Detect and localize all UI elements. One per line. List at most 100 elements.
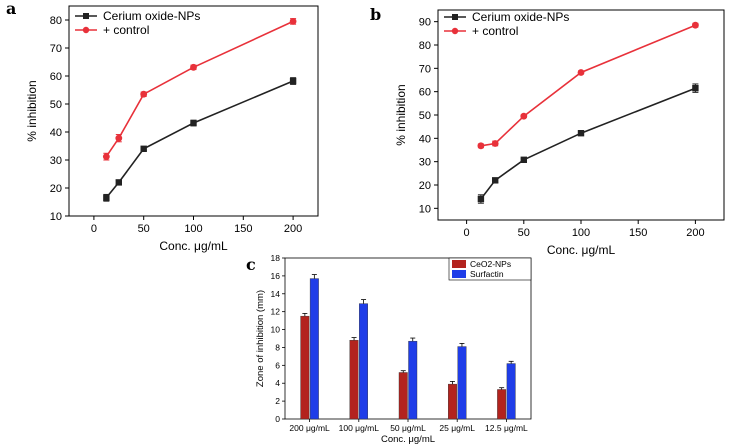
chart-a-x-tick-label-0: 0 xyxy=(91,223,97,235)
chart-b-y-tick-label-1: 20 xyxy=(419,180,431,192)
chart-b-y-axis-label: % inhibition xyxy=(394,84,408,145)
chart-c-legend-label-1: Surfactin xyxy=(470,269,504,279)
chart-c-y-tick-label-6: 12 xyxy=(271,307,281,317)
chart-b-y-tick-label-7: 80 xyxy=(419,40,431,52)
chart-c: 0 2 4 6 8 10 12 14 16 18 200 μg/mL 100 μg/mL 50 μg/m… xyxy=(255,253,532,444)
chart-b-y-tick-label-3: 40 xyxy=(419,133,431,145)
chart-c-y-tick-label-5: 10 xyxy=(271,325,281,335)
chart-a-series-0-line xyxy=(105,80,294,199)
chart-b-legend-marker-0 xyxy=(452,14,458,20)
chart-a-y-tick-label-7: 80 xyxy=(50,15,62,27)
chart-a-legend-marker-0 xyxy=(83,13,89,19)
chart-b-x-tick-label-4: 200 xyxy=(686,227,704,239)
chart-a-y-tick-label-0: 10 xyxy=(50,211,62,223)
chart-a: 0 50 100 150 200 10 20 30 40 50 60 70 80 Conc. μg/mL%… xyxy=(25,5,319,253)
chart-b-x-axis-label: Conc. μg/mL xyxy=(547,243,616,257)
chart-c-y-tick-label-9: 18 xyxy=(271,253,281,263)
chart-b-legend-label-0: Cerium oxide-NPs xyxy=(472,10,569,24)
chart-b: 0 50 100 150 200 10 20 30 40 50 60 70 80 90 Conc. μg/m… xyxy=(394,9,725,257)
chart-c-series-1-bar-0 xyxy=(309,278,319,420)
chart-c-y-tick-label-7: 14 xyxy=(271,289,281,299)
chart-c-y-tick-label-0: 0 xyxy=(275,414,280,424)
chart-b-y-tick-label-0: 10 xyxy=(419,203,431,215)
chart-a-series-1-point-1 xyxy=(115,134,123,142)
chart-a-series-0-point-0 xyxy=(103,194,110,201)
chart-a-series-0-point-2 xyxy=(140,145,147,152)
panel-letter-a: a xyxy=(6,0,16,18)
chart-b-series-1-point-4 xyxy=(692,21,699,29)
chart-c-series-1-bar-4 xyxy=(506,363,516,420)
chart-b-series-1-point-1 xyxy=(491,140,499,147)
chart-a-legend-marker-1 xyxy=(82,26,90,34)
chart-c-x-tick-label-4: 12.5 μg/mL xyxy=(485,423,528,433)
chart-a-legend-label-0: Cerium oxide-NPs xyxy=(103,9,200,23)
chart-c-series-0-bar-3 xyxy=(448,383,457,420)
chart-b-y-tick-label-8: 90 xyxy=(419,17,431,29)
chart-a-x-axis-label: Conc. μg/mL xyxy=(159,239,228,253)
chart-b-series-0-line xyxy=(480,87,696,200)
chart-b-y-tick-label-6: 70 xyxy=(419,63,431,75)
chart-c-y-tick-label-8: 16 xyxy=(271,271,281,281)
chart-c-series-1-bar-3 xyxy=(457,346,467,420)
chart-c-series-1-bar-2 xyxy=(408,340,418,420)
chart-a-y-tick-label-4: 50 xyxy=(50,99,62,111)
chart-c-series-0-bar-4 xyxy=(497,389,507,420)
chart-a-series-1-point-3 xyxy=(190,63,197,71)
chart-a-x-tick-label-4: 200 xyxy=(284,223,302,235)
chart-c-x-axis-label: Conc. μg/mL xyxy=(381,434,435,444)
chart-b-x-tick-label-3: 150 xyxy=(629,227,647,239)
chart-a-x-tick-label-1: 50 xyxy=(138,223,150,235)
chart-c-x-tick-label-1: 100 μg/mL xyxy=(339,423,380,433)
chart-c-x-tick-label-3: 25 μg/mL xyxy=(439,423,475,433)
chart-c-y-tick-label-3: 6 xyxy=(275,360,280,370)
chart-b-series-1-point-2 xyxy=(520,112,528,120)
chart-a-legend-label-1: + control xyxy=(103,23,149,37)
chart-a-series-1-point-2 xyxy=(140,90,148,98)
chart-b-y-tick-label-5: 60 xyxy=(419,87,431,99)
chart-b-series-0-point-4 xyxy=(692,84,699,92)
chart-c-plot-frame xyxy=(284,257,532,420)
panel-letter-c: c xyxy=(246,255,256,274)
chart-c-legend-label-0: CeO2-NPs xyxy=(470,259,511,269)
chart-a-y-tick-label-5: 60 xyxy=(50,71,62,83)
chart-c-series-1-bar-1 xyxy=(359,303,368,420)
chart-b-series-0-point-2 xyxy=(520,156,527,163)
chart-b-legend-marker-1 xyxy=(451,27,459,35)
chart-a-series-1-point-4 xyxy=(289,18,297,25)
chart-c-series-0-bar-0 xyxy=(300,315,310,420)
chart-c-x-tick-label-2: 50 μg/mL xyxy=(390,423,426,433)
chart-b-legend-label-1: + control xyxy=(472,24,518,38)
chart-b-x-tick-label-1: 50 xyxy=(518,227,530,239)
chart-b-series-1-line xyxy=(480,24,696,147)
chart-c-legend-box xyxy=(448,257,532,281)
chart-b-series-1-point-0 xyxy=(477,142,485,150)
chart-b-series-0-point-0 xyxy=(477,195,485,203)
chart-b-plot-frame xyxy=(437,9,725,221)
chart-b-series-0-point-1 xyxy=(492,177,499,184)
chart-c-y-tick-label-2: 4 xyxy=(275,378,280,388)
chart-b-series-1-point-3 xyxy=(577,69,585,76)
chart-c-series-0-bar-1 xyxy=(349,340,359,420)
chart-a-plot-frame xyxy=(68,5,319,217)
chart-a-y-axis-label: % inhibition xyxy=(25,80,39,141)
chart-a-y-tick-label-3: 40 xyxy=(50,127,62,139)
chart-b-x-tick-label-2: 100 xyxy=(572,227,590,239)
chart-b-series-0-point-3 xyxy=(577,130,585,137)
panel-letter-b: b xyxy=(370,5,381,24)
chart-a-y-tick-label-6: 70 xyxy=(50,43,62,55)
chart-a-y-tick-label-2: 30 xyxy=(50,155,62,167)
chart-c-y-axis-label: Zone of inhibition (mm) xyxy=(255,290,266,387)
chart-b-y-tick-label-2: 30 xyxy=(419,157,431,169)
chart-c-x-tick-label-0: 200 μg/mL xyxy=(289,423,330,433)
chart-c-y-tick-label-1: 2 xyxy=(275,396,280,406)
chart-b-x-tick-label-0: 0 xyxy=(464,227,470,239)
chart-c-series-0-bar-2 xyxy=(398,372,408,420)
chart-a-series-1-line xyxy=(105,20,294,158)
chart-c-legend-swatch-0 xyxy=(452,260,466,268)
chart-a-series-0-point-1 xyxy=(115,179,122,186)
chart-a-x-tick-label-3: 150 xyxy=(234,223,252,235)
chart-a-series-0-point-3 xyxy=(190,119,197,127)
chart-a-series-0-point-4 xyxy=(289,77,297,85)
chart-a-y-tick-label-1: 20 xyxy=(50,183,62,195)
